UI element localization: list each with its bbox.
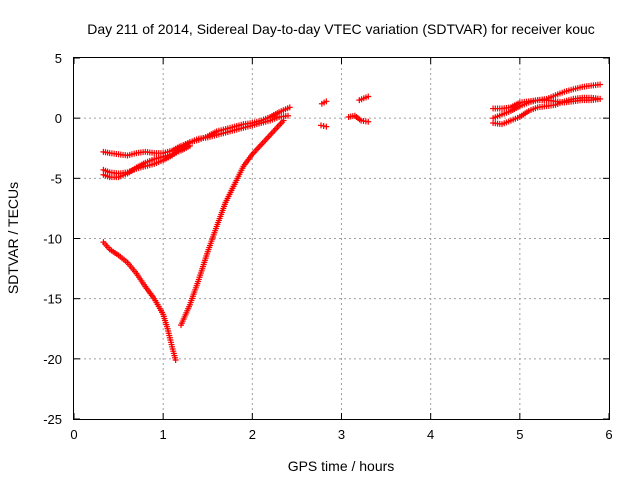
x-tick-label: 5 xyxy=(516,427,523,442)
x-tick-label: 4 xyxy=(427,427,434,442)
x-tick-label: 0 xyxy=(70,427,77,442)
data-point xyxy=(323,123,330,130)
data-point xyxy=(172,357,179,364)
x-tick-label: 3 xyxy=(338,427,345,442)
data-point xyxy=(365,93,372,100)
x-tick-label: 6 xyxy=(605,427,612,442)
x-tick-label: 1 xyxy=(160,427,167,442)
y-tick-label: -5 xyxy=(50,171,62,186)
data-point xyxy=(286,104,293,111)
x-axis-label: GPS time / hours xyxy=(288,458,395,474)
plot-frame xyxy=(73,57,610,420)
x-tick-label: 2 xyxy=(249,427,256,442)
data-point xyxy=(365,118,372,125)
data-point xyxy=(597,95,604,102)
ticks-layer: 0 1 2 3 4 5 6 -25 -20 -15 -10 -5 0 5 xyxy=(43,51,612,442)
data-point xyxy=(280,117,287,124)
y-axis-label: SDTVAR / TECUs xyxy=(5,182,21,294)
data-point xyxy=(285,112,291,119)
data-point xyxy=(320,122,327,129)
y-tick-label: -20 xyxy=(43,352,62,367)
chart-title: Day 211 of 2014, Sidereal Day-to-day VTE… xyxy=(87,21,595,37)
y-tick-label: -10 xyxy=(43,232,62,247)
y-tick-label: -25 xyxy=(43,412,62,427)
data-point xyxy=(323,98,330,105)
data-point xyxy=(186,142,193,149)
y-tick-label: 0 xyxy=(55,111,62,126)
data-point xyxy=(597,81,604,88)
y-tick-label: -15 xyxy=(43,292,62,307)
data-points xyxy=(100,81,604,364)
data-point xyxy=(317,122,324,129)
y-tick-label: 5 xyxy=(55,51,62,66)
